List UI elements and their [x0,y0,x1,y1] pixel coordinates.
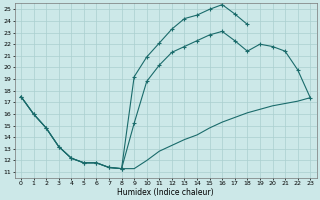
X-axis label: Humidex (Indice chaleur): Humidex (Indice chaleur) [117,188,214,197]
